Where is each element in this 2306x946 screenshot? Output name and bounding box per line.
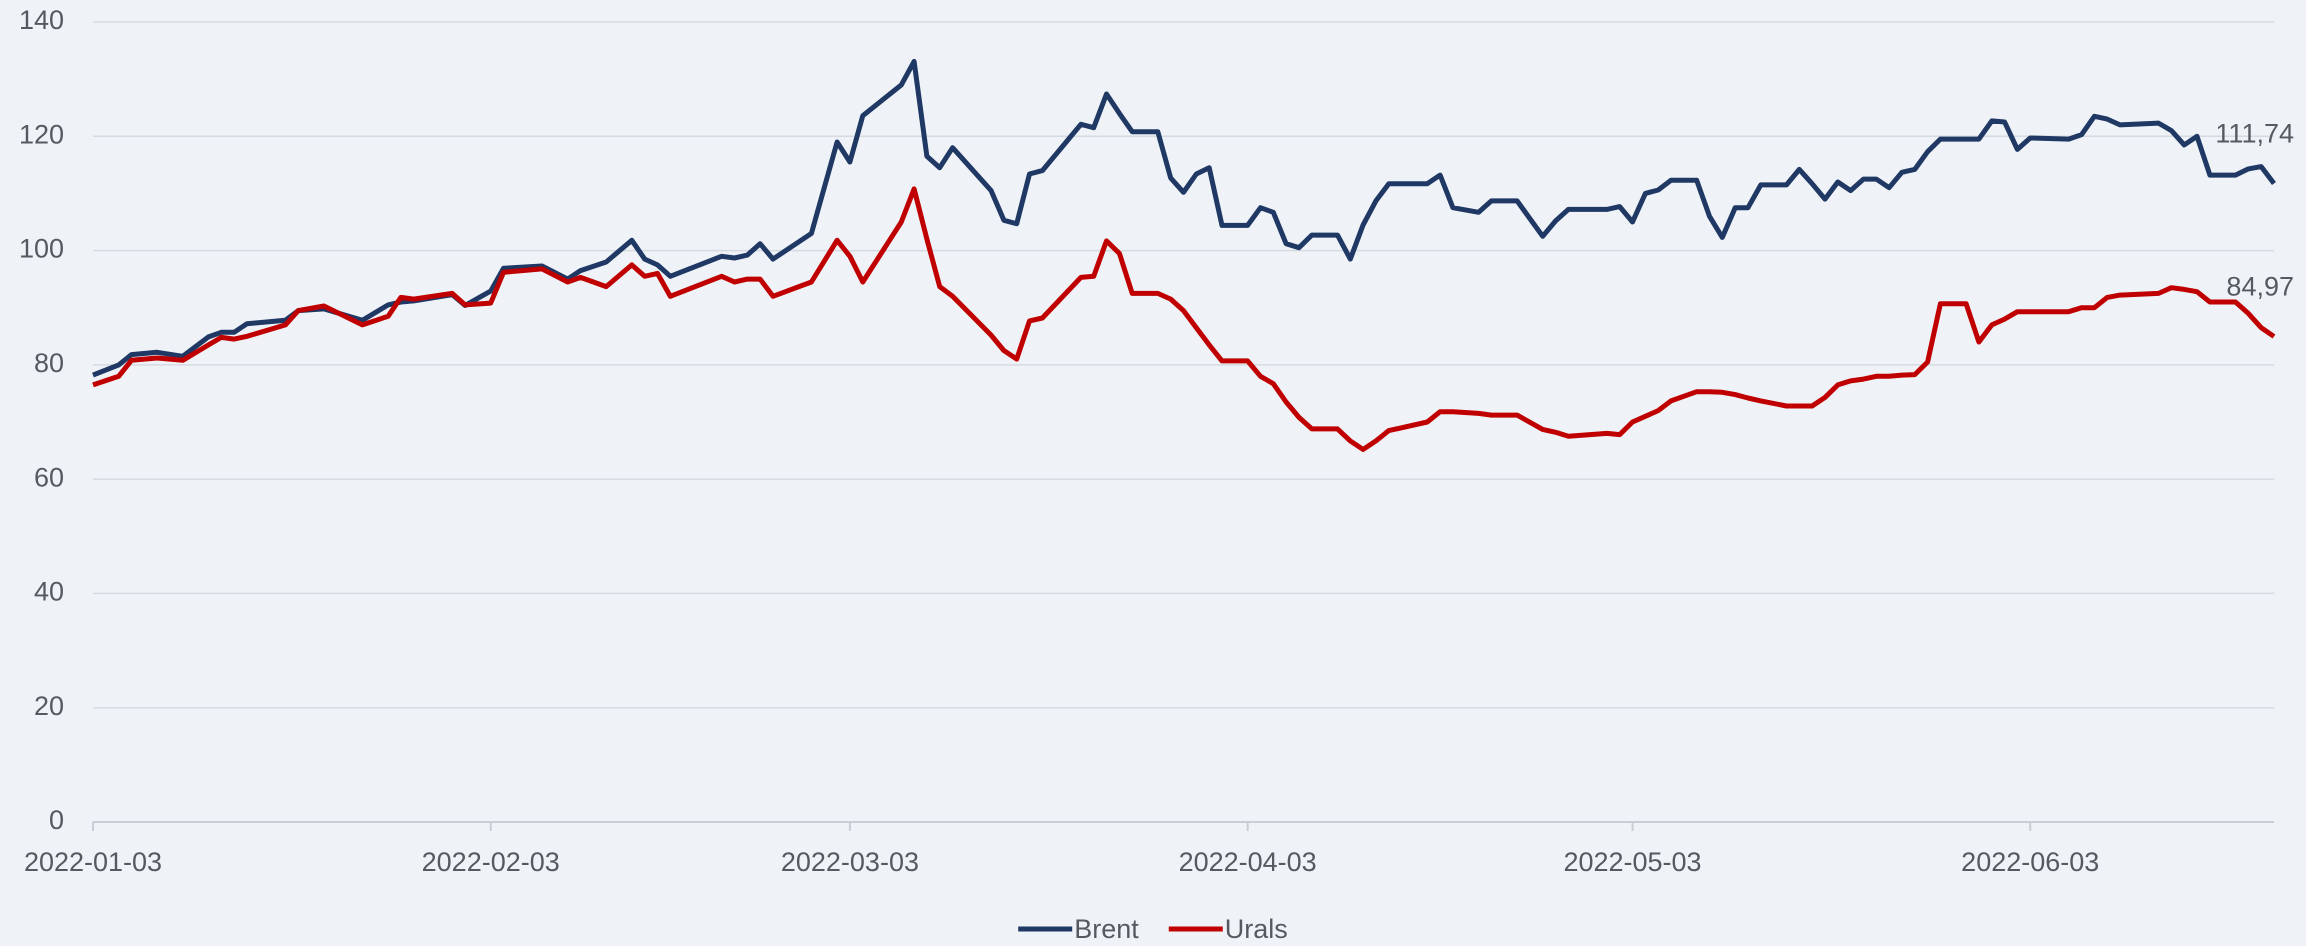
- legend-label: Brent: [1074, 914, 1139, 944]
- y-tick-label: 80: [34, 348, 64, 378]
- y-tick-label: 40: [34, 577, 64, 607]
- line-brent: [92, 58, 2276, 378]
- x-tick-label: 2022-02-03: [422, 847, 560, 877]
- x-tick-label: 2022-01-03: [24, 847, 162, 877]
- x-tick-label: 2022-05-03: [1563, 847, 1701, 877]
- y-tick-label: 0: [49, 805, 64, 835]
- x-tick-label: 2022-03-03: [781, 847, 919, 877]
- legend-label: Urals: [1225, 914, 1288, 944]
- y-tick-label: 20: [34, 691, 64, 721]
- y-tick-label: 100: [19, 234, 64, 264]
- x-tick-label: 2022-04-03: [1179, 847, 1317, 877]
- x-tick-label: 2022-06-03: [1961, 847, 2099, 877]
- y-tick-label: 140: [19, 5, 64, 35]
- end-label: 84,97: [2226, 272, 2294, 302]
- legend: Brent Urals: [1018, 914, 1288, 944]
- end-label: 111,74: [2215, 119, 2294, 149]
- line-urals: [92, 186, 2276, 452]
- y-tick-label: 120: [19, 119, 64, 149]
- y-tick-label: 60: [34, 462, 64, 492]
